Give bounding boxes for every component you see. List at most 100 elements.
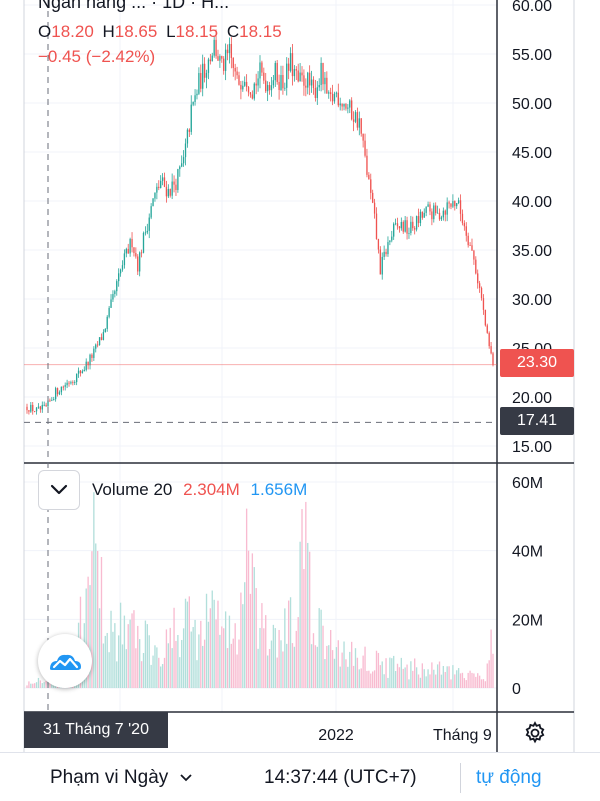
candle-body: [104, 328, 106, 333]
candle-body: [276, 62, 278, 82]
volume-bar: [442, 665, 445, 688]
candle-body: [35, 407, 38, 412]
candle-body: [268, 85, 271, 91]
volume-bar: [414, 658, 416, 688]
axes: 15.0020.0025.0030.0035.0040.0045.0050.00…: [23, 0, 575, 752]
candle-body: [431, 211, 433, 220]
candle-body: [286, 63, 288, 88]
auto-scale-button[interactable]: tự động: [476, 767, 542, 788]
candle-body: [184, 143, 187, 158]
volume-bar: [303, 569, 305, 688]
candle-body: [53, 399, 55, 400]
volume-bar: [28, 681, 30, 688]
candle-body: [328, 92, 330, 94]
volume-bar: [160, 666, 162, 688]
volume-bar: [299, 541, 301, 688]
toolbar-divider: [460, 763, 461, 793]
volume-bar: [118, 635, 120, 688]
candle-body: [175, 184, 177, 191]
volume-bars: [26, 492, 494, 688]
volume-bar: [343, 641, 345, 688]
low-label: L: [166, 22, 176, 41]
volume-bar: [478, 675, 481, 688]
volume-bar: [351, 641, 353, 688]
volume-bar: [238, 639, 240, 688]
volume-bar: [383, 674, 385, 688]
candle-body: [322, 62, 324, 85]
price-axis-tick-label: 55.00: [512, 47, 552, 64]
volume-bar: [480, 679, 483, 688]
volume-bar: [26, 685, 28, 688]
timezone-clock[interactable]: 14:37:44 (UTC+7): [264, 767, 417, 788]
candle-body: [139, 252, 141, 272]
volume-bar: [444, 671, 446, 688]
price-candles: [26, 29, 494, 415]
volume-bar: [394, 671, 397, 688]
volume-bar: [291, 643, 294, 688]
volume-bar: [435, 674, 437, 688]
volume-bar: [91, 551, 93, 688]
volume-bar: [261, 603, 263, 688]
tradingview-logo-button[interactable]: [38, 634, 92, 688]
volume-bar: [289, 597, 292, 688]
volume-bar: [140, 661, 143, 688]
volume-bar: [324, 659, 326, 688]
volume-bar: [400, 657, 402, 688]
volume-bar: [133, 610, 135, 688]
candle-body: [274, 62, 276, 81]
volume-axis-tick-label: 20M: [512, 612, 543, 629]
volume-bar: [272, 624, 275, 688]
candle-body: [177, 169, 179, 191]
symbol-title[interactable]: Ngân hàng ... · 1D · H...: [38, 0, 230, 12]
volume-bar: [484, 681, 487, 688]
volume-bar: [398, 667, 401, 688]
candle-body: [72, 382, 74, 384]
date-range-selector[interactable]: Phạm vi Ngày: [50, 767, 192, 789]
volume-bar: [110, 610, 112, 688]
volume-bar: [211, 590, 213, 688]
candle-body: [482, 298, 485, 310]
candle-body: [223, 58, 225, 71]
volume-bar: [129, 619, 131, 688]
candle-body: [236, 71, 238, 76]
volume-bar: [352, 665, 355, 688]
chevron-down-icon: [179, 774, 192, 782]
candle-body: [410, 221, 412, 233]
candle-body: [372, 192, 374, 203]
volume-bar: [274, 628, 276, 688]
candle-body: [442, 210, 445, 218]
volume-bar: [465, 680, 467, 688]
volume-bar: [144, 620, 147, 688]
volume-bar: [488, 660, 490, 688]
candle-body: [148, 217, 150, 231]
volume-bar: [244, 582, 246, 688]
candle-body: [200, 73, 202, 89]
candle-body: [393, 223, 395, 237]
volume-bar: [257, 648, 259, 688]
candle-body: [75, 373, 78, 383]
chart-settings-button[interactable]: [520, 718, 550, 748]
candle-body: [182, 157, 185, 164]
volume-bar: [259, 627, 261, 688]
volume-bar: [463, 678, 466, 688]
candle-body: [345, 103, 347, 109]
candle-body: [477, 273, 479, 284]
volume-bar: [326, 645, 328, 688]
volume-bar: [156, 647, 158, 688]
candle-body: [289, 53, 292, 71]
candle-body: [116, 281, 118, 292]
candle-body: [259, 62, 261, 79]
volume-bar: [364, 646, 366, 688]
volume-bar: [249, 593, 252, 688]
candle-body: [387, 242, 389, 255]
candle-body: [364, 140, 366, 156]
candle-body: [150, 206, 152, 218]
candle-body: [85, 361, 87, 370]
chart-canvas[interactable]: 15.0020.0025.0030.0035.0040.0045.0050.00…: [0, 0, 600, 752]
volume-bar: [137, 625, 139, 688]
collapse-volume-button[interactable]: [38, 470, 80, 510]
volume-bar: [467, 672, 469, 688]
candle-body: [377, 239, 380, 250]
candle-body: [167, 188, 169, 197]
candle-body: [54, 388, 57, 400]
